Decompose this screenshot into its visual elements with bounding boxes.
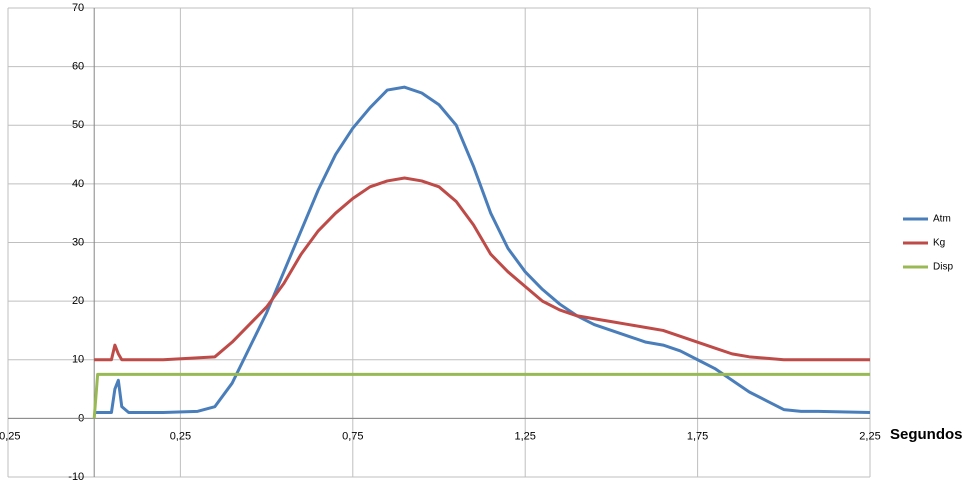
x-tick-label: 1,75 [687,430,708,442]
x-tick-label: 0,75 [342,430,363,442]
x-tick-label: 1,25 [514,430,535,442]
x-axis-title: Segundos [890,426,963,443]
data-line [94,85,871,415]
legend-label: Atm [933,214,951,225]
y-tick-label: 70 [72,2,84,14]
y-tick-label: 50 [72,119,84,131]
legend-label: Kg [933,238,945,249]
x-tick-label: -0,25 [0,430,21,442]
y-tick-label: 30 [72,236,84,248]
x-tick-label: 0,25 [170,430,191,442]
x-tick-label: 2,25 [859,430,880,442]
data-line [94,176,870,362]
y-tick-label: 60 [72,61,84,73]
data-line [92,372,870,419]
y-tick-label: -10 [68,471,84,483]
legend-label: Disp [933,262,953,273]
y-tick-label: 10 [72,354,84,366]
y-tick-label: 20 [72,295,84,307]
y-tick-label: 40 [72,178,84,190]
